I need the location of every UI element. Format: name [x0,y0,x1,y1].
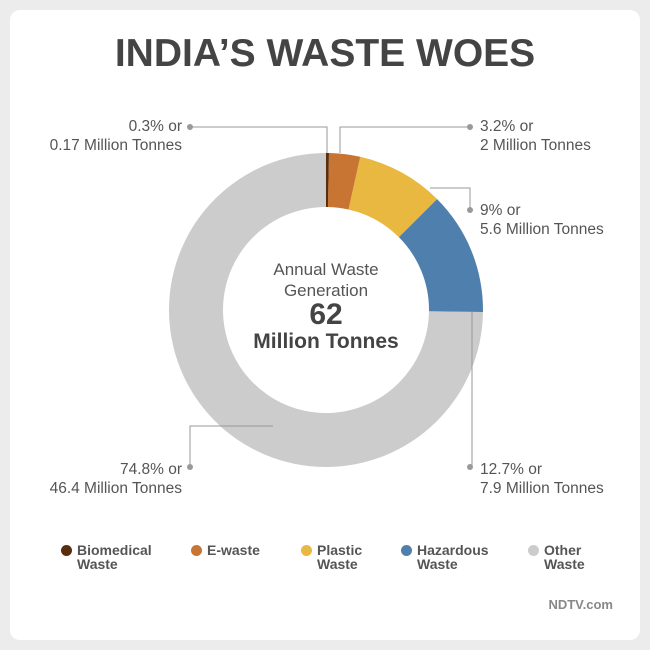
legend-swatch [61,545,72,556]
leader-dots [187,124,473,470]
legend-swatch [401,545,412,556]
donut-segment [169,153,483,467]
legend-swatch [528,545,539,556]
legend-swatch [301,545,312,556]
donut-segment [398,198,484,312]
center-value: 62 [309,298,343,331]
data-label: 0.3% or 0.17 Million Tonnes [49,118,182,154]
data-label: 12.7% or 7.9 Million Tonnes [480,461,604,497]
legend-label: Hazardous Waste [417,542,489,572]
donut-segment [326,153,329,208]
data-label: 9% or 5.6 Million Tonnes [480,202,604,238]
legend-label: E-waste [207,542,260,558]
legend-label: Other Waste [544,542,585,572]
donut-segment [327,153,361,210]
chart-title: INDIA’S WASTE WOES [114,32,536,75]
legend-label: Biomedical Waste [77,542,152,572]
data-label: 74.8% or 46.4 Million Tonnes [49,461,182,497]
source: NDTV.com [548,597,613,612]
leader-lines [189,126,473,467]
center-unit: Million Tonnes [253,330,399,353]
data-label: 3.2% or 2 Million Tonnes [480,118,591,154]
legend-label: Plastic Waste [317,542,363,572]
donut-segment [348,156,438,238]
center-label: Annual Waste Generation [273,260,379,300]
card [10,10,640,640]
legend-swatch [191,545,202,556]
